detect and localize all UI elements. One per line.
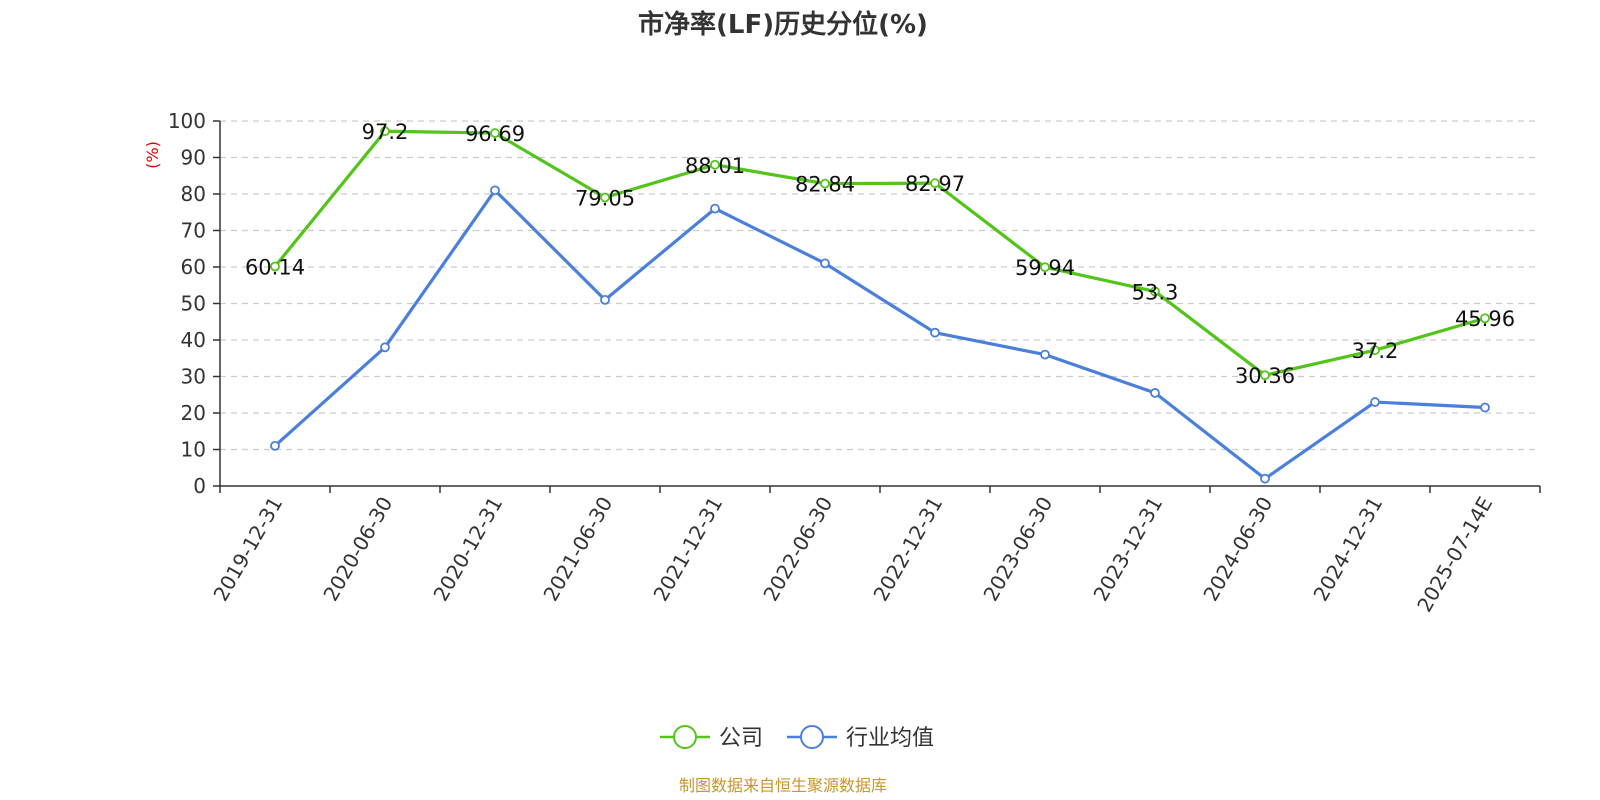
legend-marker [800,725,824,749]
data-point[interactable] [1260,370,1270,381]
data-point[interactable] [1480,313,1490,324]
legend-marker [673,725,697,749]
data-point[interactable] [380,342,390,353]
data-point[interactable] [600,192,610,203]
y-tick-label: 30 [181,365,206,389]
data-label: 53.3 [1132,280,1179,304]
x-tick-label: 2025-07-14E [1412,493,1497,617]
data-point[interactable] [820,258,830,269]
data-point[interactable] [600,294,610,305]
data-labels: 60.14 97.2 96.69 79.05 88.01 82.84 82.97 59.94 5… [245,120,1515,388]
data-point[interactable] [380,126,390,137]
data-point[interactable] [710,159,720,170]
data-label: 60.14 [245,255,305,279]
x-tick-label: 2024-06-30 [1198,493,1277,606]
data-label: 82.97 [905,172,965,196]
data-label: 82.84 [795,173,855,197]
x-tick-label: 2022-06-30 [758,493,837,606]
data-label: 30.36 [1235,364,1295,388]
legend-label: 行业均值 [846,726,934,751]
series-line-0 [273,129,1486,377]
x-tick-label: 2020-12-31 [428,493,507,606]
x-tick-label: 2024-12-31 [1308,493,1387,606]
y-tick-label: 100 [168,109,206,133]
x-tick-label: 2021-12-31 [648,493,727,606]
legend-item-0[interactable]: 公司 [660,725,763,751]
data-point[interactable] [1370,345,1380,356]
data-point[interactable] [1480,402,1490,413]
x-tick-label: 2020-06-30 [318,493,397,606]
x-tick-label: 2019-12-31 [208,493,287,606]
data-label: 37.2 [1352,339,1399,363]
data-point[interactable] [270,261,280,272]
data-point[interactable] [1260,473,1270,484]
data-point[interactable] [490,128,500,138]
data-label: 96.69 [465,122,525,146]
axes [219,121,1541,493]
data-label: 59.94 [1015,256,1075,280]
data-label: 45.96 [1455,307,1515,331]
data-point[interactable] [490,185,500,196]
y-tick-label: 70 [181,219,206,243]
y-axis-ticks: 0 10 20 30 40 50 60 70 80 90 100 [168,109,220,498]
source-note: 制图数据来自恒生聚源数据库 [679,776,887,795]
x-tick-label: 2023-12-31 [1088,493,1167,606]
series-layer [270,126,1490,484]
y-tick-label: 80 [181,182,206,206]
x-tick-label: 2021-06-30 [538,493,617,606]
data-point[interactable] [270,440,280,451]
data-point[interactable] [930,327,940,338]
data-label: 97.2 [362,120,409,144]
legend-item-1[interactable]: 行业均值 [787,725,934,751]
data-point[interactable] [1150,388,1160,398]
y-tick-label: 20 [181,401,206,425]
y-tick-label: 40 [181,328,206,352]
data-point[interactable] [820,178,830,189]
data-point[interactable] [930,178,940,189]
chart-title: 市净率(LF)历史分位(%) [638,9,928,40]
data-point[interactable] [710,203,720,214]
y-axis-unit: (%) [143,141,162,169]
series-line-1 [273,188,1486,481]
data-point[interactable] [1040,349,1050,360]
data-point[interactable] [1370,397,1380,407]
legend[interactable]: 公司 行业均值 [660,725,934,751]
data-label: 79.05 [575,186,635,210]
y-tick-label: 60 [181,255,206,279]
data-point[interactable] [1150,286,1160,297]
x-tick-label: 2022-12-31 [868,493,947,606]
y-tick-label: 90 [181,146,206,170]
x-tick-label: 2023-06-30 [978,493,1057,606]
y-tick-label: 10 [181,438,206,462]
y-tick-label: 50 [181,292,206,316]
legend-label: 公司 [719,726,763,751]
y-tick-label: 0 [193,474,206,498]
grid-lines [220,120,1540,451]
data-label: 88.01 [685,154,745,178]
x-axis-ticks: 2019-12-31 2020-06-30 2020-12-31 2021-06-30… [208,493,1497,617]
data-point[interactable] [1040,262,1050,273]
